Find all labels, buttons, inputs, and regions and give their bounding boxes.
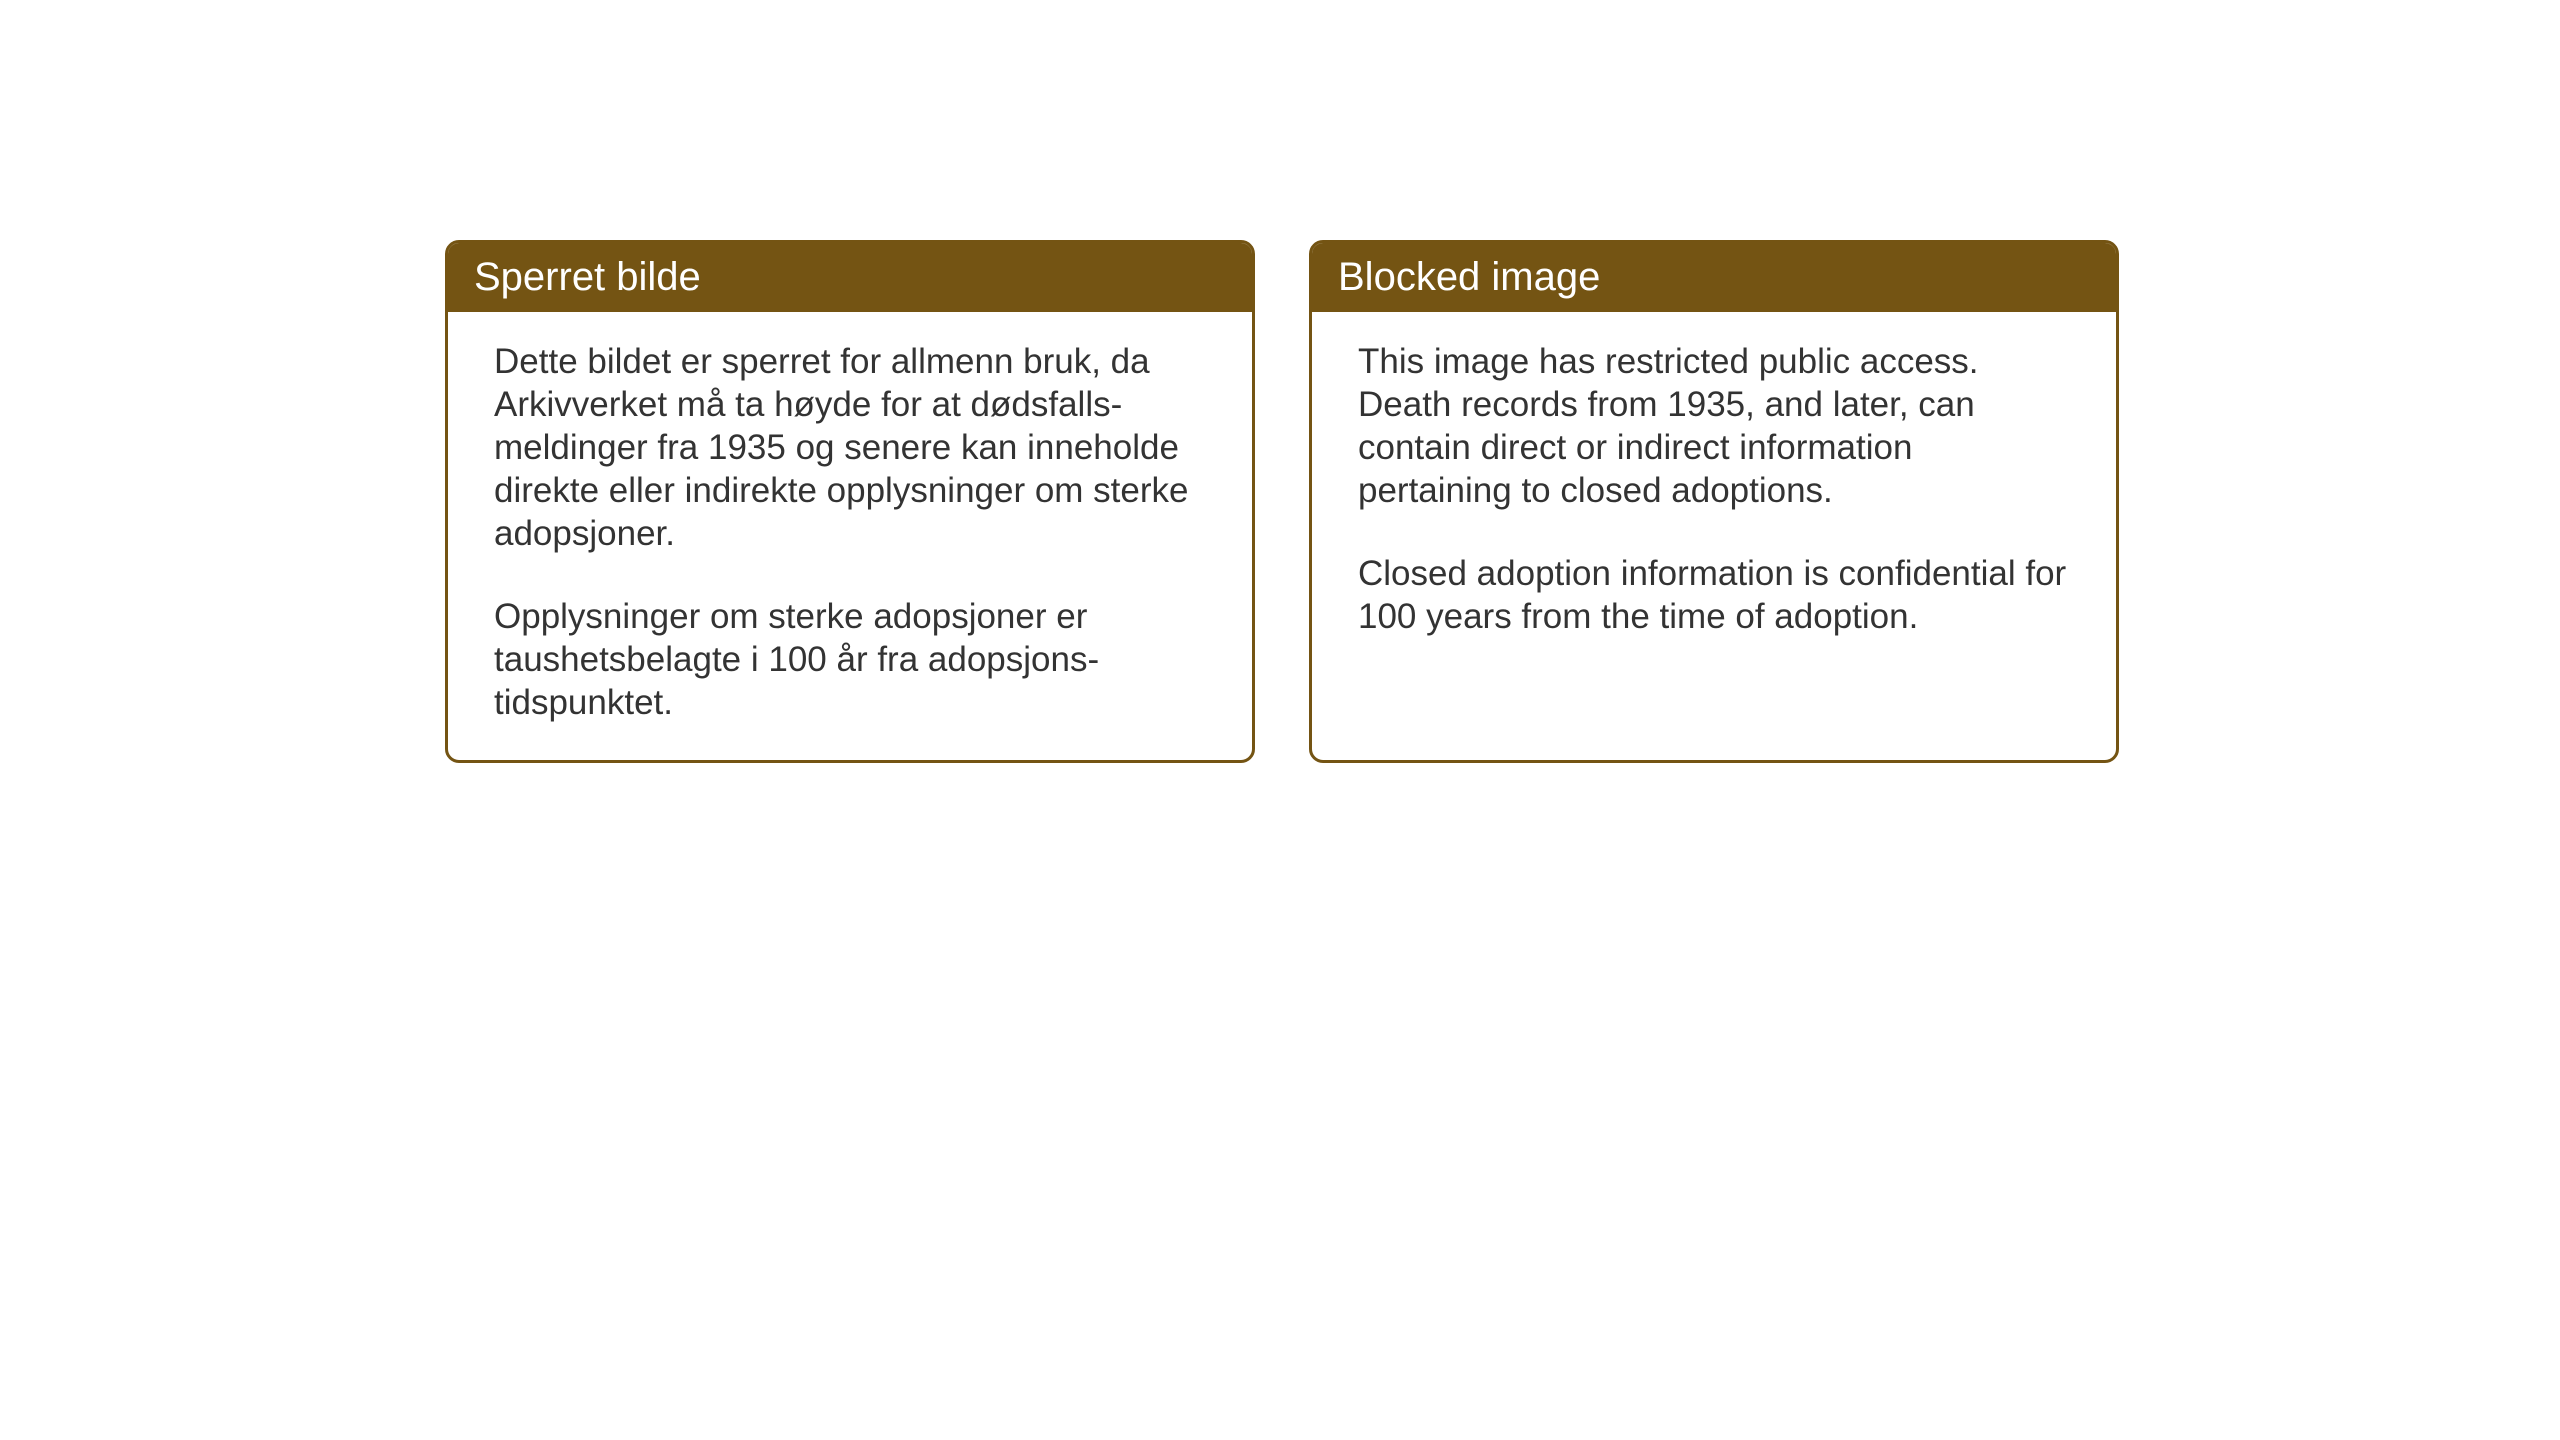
english-panel-title: Blocked image: [1312, 243, 2116, 312]
norwegian-panel: Sperret bilde Dette bildet er sperret fo…: [445, 240, 1255, 763]
english-paragraph-1: This image has restricted public access.…: [1358, 340, 2070, 512]
norwegian-panel-title: Sperret bilde: [448, 243, 1252, 312]
english-panel: Blocked image This image has restricted …: [1309, 240, 2119, 763]
english-paragraph-2: Closed adoption information is confident…: [1358, 552, 2070, 638]
norwegian-paragraph-1: Dette bildet er sperret for allmenn bruk…: [494, 340, 1206, 555]
english-panel-body: This image has restricted public access.…: [1312, 312, 2116, 732]
norwegian-paragraph-2: Opplysninger om sterke adopsjoner er tau…: [494, 595, 1206, 724]
norwegian-panel-body: Dette bildet er sperret for allmenn bruk…: [448, 312, 1252, 760]
panels-container: Sperret bilde Dette bildet er sperret fo…: [445, 240, 2119, 763]
